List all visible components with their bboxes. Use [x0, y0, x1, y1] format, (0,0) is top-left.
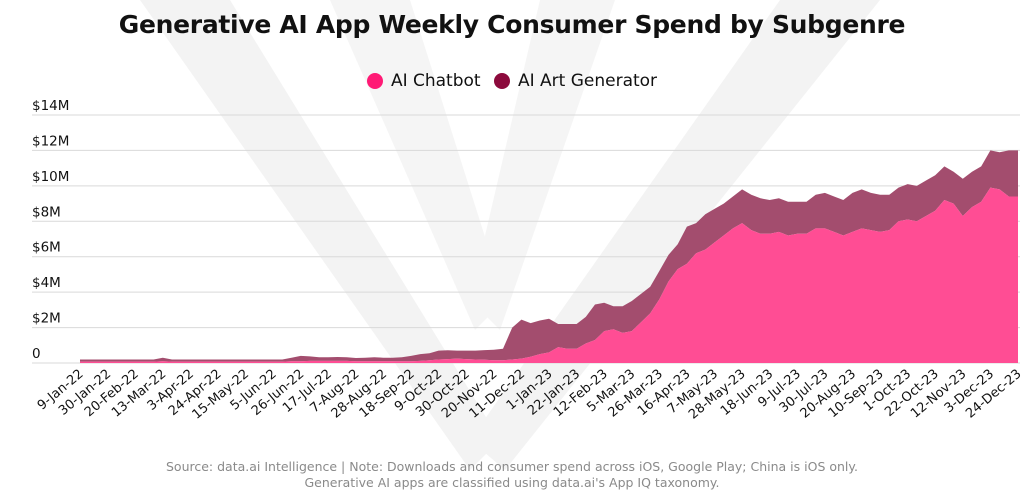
y-tick-label: $14M [32, 98, 69, 114]
y-tick-label: $4M [32, 275, 61, 291]
taxonomy-note: Generative AI apps are classified using … [304, 475, 720, 490]
y-tick-label: $6M [32, 240, 61, 256]
y-tick-label: 0 [32, 346, 41, 362]
watermark-ray [140, 0, 500, 470]
y-tick-label: $8M [32, 204, 61, 220]
series-area-ai-art-generator [80, 150, 1018, 362]
source-note: Source: data.ai Intelligence | Note: Dow… [166, 459, 858, 474]
legend-label: AI Chatbot [390, 71, 481, 91]
series-area-ai-chatbot [80, 187, 1018, 363]
legend-marker-icon [366, 73, 383, 89]
legend: AI Chatbot AI Art Generator [0, 71, 1024, 94]
legend-item-art-generator[interactable]: AI Art Generator [493, 71, 658, 91]
y-tick-label: $10M [32, 169, 69, 185]
y-tick-label: $12M [32, 133, 69, 149]
watermark-ray [470, 0, 615, 330]
footer-note: Source: data.ai Intelligence | Note: Dow… [0, 459, 1024, 491]
legend-item-chatbot[interactable]: AI Chatbot [366, 71, 481, 91]
chart-title: Generative AI App Weekly Consumer Spend … [118, 10, 906, 39]
y-tick-label: $2M [32, 311, 61, 327]
legend-label: AI Art Generator [517, 71, 658, 91]
legend-marker-icon [493, 73, 510, 89]
